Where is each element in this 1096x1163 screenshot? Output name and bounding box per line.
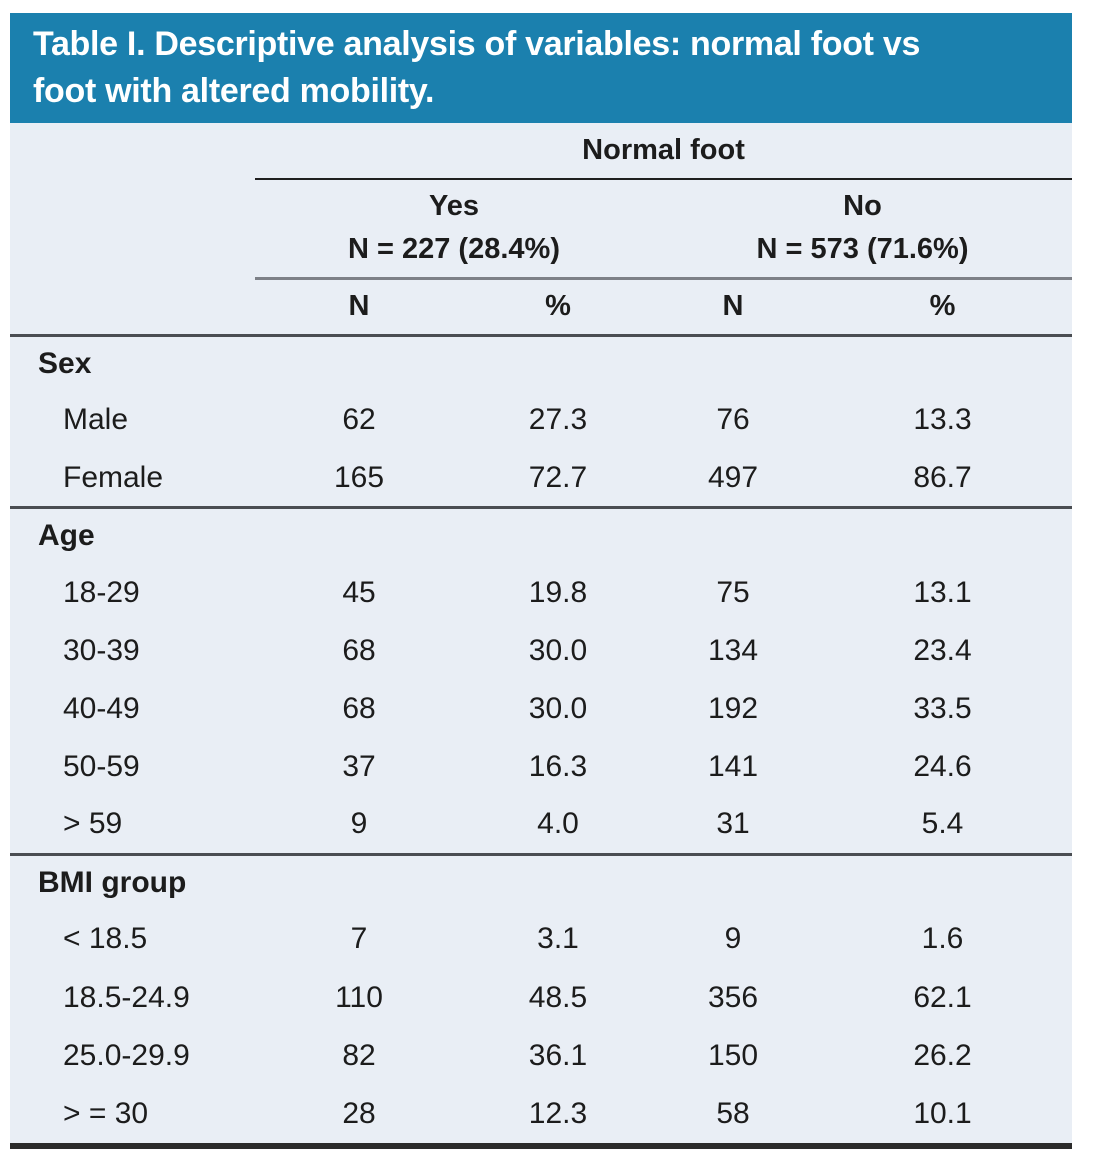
cell-value: 75: [716, 575, 750, 609]
table-row: < 18.5 7 3.1 9 1.6: [10, 910, 1072, 968]
cell-value: 58: [716, 1096, 750, 1130]
table-row: Male 62 27.3 76 13.3: [10, 391, 1072, 449]
no-column-group-header: No N = 573 (71.6%): [653, 179, 1073, 280]
section-header: Age: [10, 505, 1073, 564]
cell-value: 134: [707, 633, 759, 667]
table-row: Female 165 72.7 497 86.7: [10, 449, 1072, 507]
cell-value: 16.3: [528, 749, 588, 783]
cell-value: 48.5: [528, 980, 588, 1014]
cell-value: 165: [333, 460, 385, 494]
row-label: 25.0-29.9: [63, 1038, 190, 1072]
cell-value: 27.3: [528, 403, 588, 437]
cell-value: 26.2: [913, 1038, 972, 1072]
cell-value: 9: [350, 807, 368, 841]
cell-value: 23.4: [913, 633, 972, 667]
cell-value: 76: [716, 403, 750, 437]
row-label: > = 30: [63, 1096, 149, 1130]
col-header-no-n: N: [653, 278, 813, 337]
row-label: 18-29: [63, 575, 140, 609]
group-header: Normal foot: [255, 123, 1073, 180]
subgroup-header-row: Yes N = 227 (28.4%) No N = 573 (71.6%): [10, 179, 1073, 280]
col-header-no-pct: %: [813, 278, 1073, 337]
cell-value: 30.0: [528, 691, 588, 725]
table-row: 25.0-29.9 82 36.1 150 26.2: [10, 1027, 1072, 1085]
cell-value: 68: [342, 691, 376, 725]
row-label: > 59: [63, 807, 123, 841]
cell-value: 497: [707, 460, 759, 494]
cell-value: 7: [350, 922, 368, 956]
cell-value: 13.1: [913, 575, 972, 609]
cell-value: 19.8: [528, 575, 588, 609]
table-area: Normal foot Yes N = 227 (28.4%) No N = 573…: [10, 123, 1073, 1149]
cell-value: 9: [724, 922, 742, 956]
table-row: 18.5-24.9 110 48.5 356 62.1: [10, 968, 1072, 1026]
table-row: 40-49 68 30.0 192 33.5: [10, 680, 1072, 738]
cell-value: 13.3: [913, 403, 972, 437]
row-label: 30-39: [63, 633, 140, 667]
table-title: Table I. Descriptive analysis of variabl…: [33, 25, 921, 110]
cell-value: 33.5: [913, 691, 972, 725]
row-label: < 18.5: [63, 922, 148, 956]
descriptive-table: Normal foot Yes N = 227 (28.4%) No N = 573…: [10, 123, 1073, 1143]
cell-value: 4.0: [537, 807, 579, 841]
cell-value: 31: [716, 807, 750, 841]
cell-value: 5.4: [921, 807, 964, 841]
row-label: 50-59: [63, 749, 140, 783]
empty-corner-cell: [10, 278, 255, 337]
section-header-row: Age: [10, 505, 1073, 564]
cell-value: 10.1: [913, 1096, 972, 1130]
cell-value: 72.7: [528, 460, 588, 494]
empty-corner-cell: [10, 123, 255, 179]
no-label: No: [843, 189, 882, 222]
column-header-row: N % N %: [10, 278, 1073, 337]
table-row: > = 30 28 12.3 58 10.1: [10, 1085, 1072, 1143]
cell-value: 1.6: [921, 922, 964, 956]
cell-value: 356: [707, 980, 759, 1014]
cell-value: 28: [342, 1096, 376, 1130]
table-card: Table I. Descriptive analysis of variabl…: [10, 13, 1073, 1149]
cell-value: 3.1: [537, 922, 579, 956]
cell-value: 62.1: [913, 980, 972, 1014]
cell-value: 37: [342, 749, 376, 783]
no-n-total: N = 573 (71.6%): [756, 233, 969, 266]
table-row: 30-39 68 30.0 134 23.4: [10, 622, 1072, 680]
cell-value: 24.6: [913, 749, 972, 783]
row-label: 18.5-24.9: [63, 980, 190, 1014]
yes-n-total: N = 227 (28.4%): [348, 233, 560, 266]
col-header-yes-pct: %: [463, 278, 653, 337]
empty-corner-cell: [10, 179, 255, 278]
table-row: 18-29 45 19.8 75 13.1: [10, 564, 1072, 622]
cell-value: 192: [707, 691, 759, 725]
row-label: 40-49: [63, 691, 140, 725]
cell-value: 110: [335, 980, 383, 1014]
section-header: BMI group: [10, 852, 1073, 911]
cell-value: 68: [342, 633, 376, 667]
cell-value: 150: [707, 1038, 759, 1072]
cell-value: 141: [707, 749, 759, 783]
group-header-row: Normal foot: [10, 123, 1073, 180]
cell-value: 82: [342, 1038, 376, 1072]
section-header-row: Sex: [10, 335, 1072, 391]
cell-value: 30.0: [528, 633, 588, 667]
cell-value: 36.1: [528, 1038, 588, 1072]
cell-value: 45: [342, 575, 376, 609]
cell-value: 12.3: [528, 1096, 588, 1130]
table-row: > 59 9 4.0 31 5.4: [10, 796, 1072, 854]
cell-value: 62: [342, 403, 376, 437]
cell-value: 86.7: [913, 460, 972, 494]
section-header: Sex: [38, 346, 92, 380]
yes-label: Yes: [429, 189, 479, 222]
yes-column-group-header: Yes N = 227 (28.4%): [255, 179, 653, 280]
row-label: Female: [63, 460, 164, 494]
row-label: Male: [63, 403, 129, 437]
col-header-yes-n: N: [255, 278, 463, 337]
table-row: 50-59 37 16.3 141 24.6: [10, 738, 1072, 796]
table-title-bar: Table I. Descriptive analysis of variabl…: [10, 13, 1072, 123]
section-header-row: BMI group: [10, 852, 1073, 911]
